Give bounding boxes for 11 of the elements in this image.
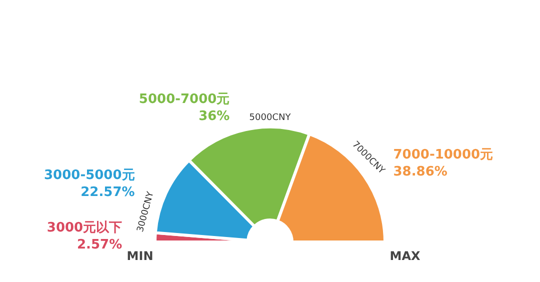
slice-label: 3000元以下: [46, 220, 122, 236]
text: MIN: [126, 249, 154, 263]
text: MAX: [390, 249, 421, 263]
data-label: 2.57%: [77, 237, 122, 252]
slice-label: 7000-10000元: [393, 147, 494, 162]
data-label: 36%: [198, 109, 230, 124]
slice-label: 3000-5000元: [44, 168, 135, 184]
data-label: 22.57%: [80, 185, 135, 200]
slice-label: 5000-7000元: [138, 92, 230, 108]
text: 5000CNY: [249, 113, 292, 123]
data-label: 38.86%: [393, 164, 448, 180]
